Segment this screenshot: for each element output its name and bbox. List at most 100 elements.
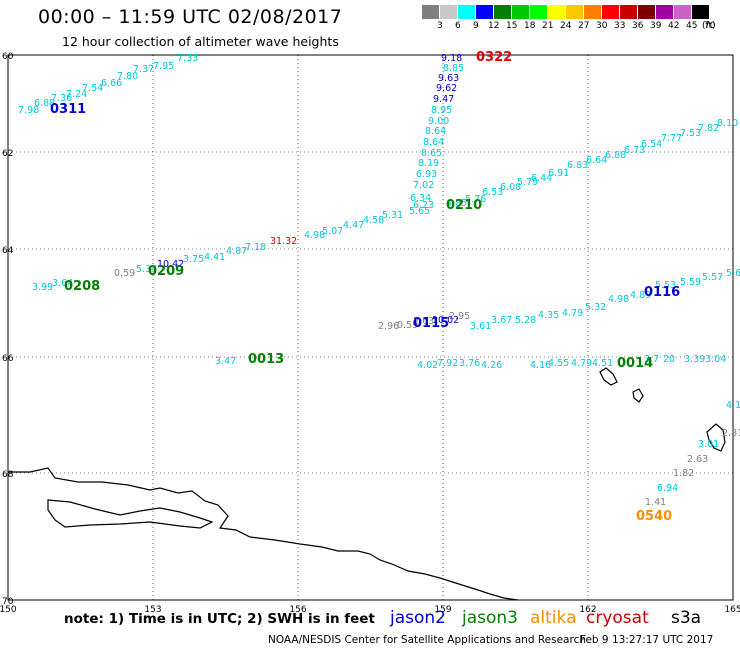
legend-labels: 3 6 9 12 15 18 21 24 27 30 33 36 39 42 45 70 (ft) (422, 19, 716, 33)
pass-label: 0208 (64, 279, 100, 294)
wave-height-value: 3.04 (705, 354, 726, 365)
wave-height-value: 3.76 (459, 358, 480, 369)
legend-label: 21 (542, 21, 554, 31)
wave-height-value: 6.44 (531, 173, 552, 184)
lon-tick-label: 159 (434, 605, 451, 615)
wave-height-value: 2.96 (378, 321, 399, 332)
wave-height-value: 0.59 (114, 268, 135, 279)
wave-height-value: 10.02 (432, 315, 459, 326)
pass-label: 0540 (636, 509, 672, 524)
legend-swatch (674, 5, 692, 19)
lat-tick-label: 66 (2, 354, 14, 364)
wave-height-value: 6.23 (413, 200, 434, 211)
wave-height-value: 7.95 (153, 61, 174, 72)
wave-height-value: 4.58 (363, 215, 384, 226)
wave-height-value: 4.98 (608, 294, 629, 305)
wave-height-value: 3.64 (52, 278, 73, 289)
legend-swatch (656, 5, 674, 19)
pass-label: 0322 (476, 50, 512, 65)
footer-note: note: 1) Time is in UTC; 2) SWH is in fe… (64, 611, 375, 627)
wave-height-value: 5.79 (517, 177, 538, 188)
wave-height-value: 7.53 (680, 128, 701, 139)
legend-swatch (458, 5, 476, 19)
legend-label: 45 (686, 21, 698, 31)
lat-tick-label: 64 (2, 246, 14, 256)
legend-swatch (494, 5, 512, 19)
legend-label: 42 (668, 21, 680, 31)
wave-height-value: 20 (663, 354, 675, 365)
wave-height-value: 3.99 (32, 282, 53, 293)
wave-height-value: 9.00 (428, 116, 449, 127)
wave-height-value: 6.93 (416, 169, 437, 180)
page-subtitle: 12 hour collection of altimeter wave hei… (62, 34, 339, 49)
wave-height-value: 7.77 (661, 133, 682, 144)
wave-height-value: 6.64 (586, 155, 607, 166)
island-3 (706, 423, 726, 452)
wave-height-value: 4.16 (530, 360, 551, 371)
wave-height-value: 4.55 (548, 358, 569, 369)
pass-label: 0115 (413, 316, 449, 331)
wave-height-value: 8.10 (717, 118, 738, 129)
credit-line: NOAA/NESDIS Center for Satellite Applica… (268, 634, 586, 646)
wave-height-value: 6.08 (500, 182, 521, 193)
wave-height-value: 6.53 (482, 187, 503, 198)
legend-swatch (638, 5, 656, 19)
wave-height-value: 5.59 (680, 277, 701, 288)
satellite-legend-item: jason3 (462, 608, 518, 628)
satellite-pass-labels: 0311 0322 0210 0208 0209 0116 0115 0013 0014 0540 (50, 50, 680, 524)
legend-label: 24 (560, 21, 572, 31)
legend-label: (ft) (702, 21, 716, 31)
wave-height-value: 5.65 (409, 206, 430, 217)
wave-height-value: 3.75 (183, 254, 204, 265)
legend-swatch (512, 5, 530, 19)
legend-swatch (620, 5, 638, 19)
wave-height-value: 4.51 (592, 358, 613, 369)
lat-tick-label: 68 (2, 470, 14, 480)
wave-height-value: 4.11 (726, 400, 740, 411)
wave-height-value: 3.67 (491, 315, 512, 326)
island-1 (599, 367, 618, 386)
wave-height-value: 3.39 (684, 354, 705, 365)
wave-height-value: 4.79 (571, 358, 592, 369)
coastline (8, 367, 726, 601)
pass-label: 0014 (617, 356, 653, 371)
wave-height-value: 6.54 (641, 139, 662, 150)
wave-height-value: 5.67 (726, 268, 740, 279)
wave-height-value: 7.92 (437, 358, 458, 369)
wave-height-value: 8.65 (421, 148, 442, 159)
wave-height-value: 9.63 (438, 73, 459, 84)
lon-tick-label: 162 (579, 605, 596, 615)
satellite-legend-item: jason2 (390, 608, 446, 628)
wave-height-value: 6.83 (567, 160, 588, 171)
wave-height-value: 8.85 (443, 63, 464, 74)
legend-swatch (440, 5, 458, 19)
lat-tick-label: 70 (2, 597, 14, 607)
wave-height-value: 2.63 (413, 316, 434, 327)
wave-height-value: 5.76 (465, 194, 486, 205)
pass-label: 0013 (248, 352, 284, 367)
lat-tick-label: 62 (2, 149, 13, 159)
wave-height-value: 10.42 (157, 259, 184, 270)
wave-height-value: 5.07 (322, 226, 343, 237)
generated-timestamp: Feb 9 13:27:17 UTC 2017 (580, 634, 714, 646)
wave-height-value: 9.62 (436, 83, 457, 94)
legend-label: 9 (473, 21, 479, 31)
legend-label: 36 (632, 21, 644, 31)
wave-height-value: 9.18 (441, 53, 462, 64)
legend-label: 33 (614, 21, 626, 31)
pass-label: 0116 (644, 285, 680, 300)
wave-height-value: 31.32 (270, 236, 297, 247)
legend-label: 27 (578, 21, 590, 31)
wave-height-value: 4.02 (417, 360, 438, 371)
legend-swatch (566, 5, 584, 19)
wave-height-value: 4.47 (343, 220, 364, 231)
lat-tick-label: 60 (2, 52, 14, 62)
lon-tick-label: 153 (144, 605, 161, 615)
map-border (7, 54, 734, 601)
wave-height-value: 3.01 (698, 439, 719, 450)
wave-height-value: 3.47 (215, 356, 236, 367)
wave-height-value: 6.34 (410, 193, 431, 204)
wave-height-value: 4.85 (446, 198, 467, 209)
wave-height-value: 4.98 (304, 230, 325, 241)
